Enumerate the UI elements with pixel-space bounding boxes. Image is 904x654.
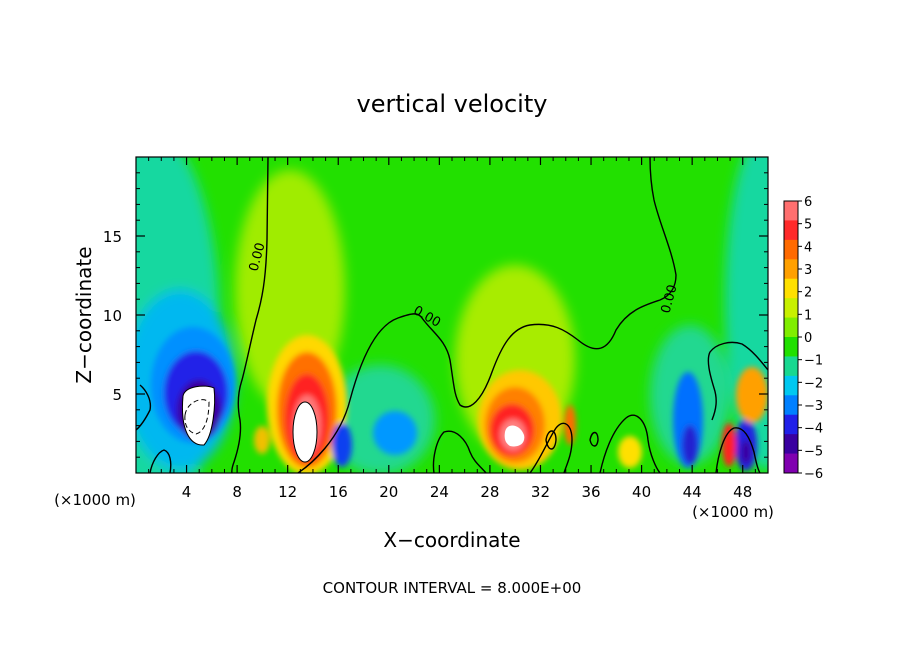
extreme-core-left: [181, 385, 216, 446]
x-tick-label: 44: [683, 483, 702, 501]
colorbar-label: −2: [804, 376, 823, 391]
colorbar-swatch: [784, 298, 798, 319]
zero-contour-bottom-5: [599, 414, 661, 473]
dashed-contour-left: [184, 399, 210, 435]
zero-contour-bottom-3: [432, 430, 487, 473]
cell-16km-blue: [332, 423, 352, 467]
plot-area: 0.00 0.00 0.00: [136, 157, 768, 473]
zero-contour-bottom-1: [136, 384, 152, 431]
x-unit-left: (×1000 m): [54, 491, 136, 509]
x-tick-label: 40: [632, 483, 651, 501]
colorbar-label: 5: [804, 218, 812, 233]
extreme-core-right: [504, 425, 525, 447]
zero-contour-right-top: [707, 341, 768, 421]
y-tick-label: 10: [103, 307, 122, 325]
cell-20km-blue: [373, 411, 417, 455]
zero-contour-bottom-4: [529, 422, 573, 473]
colorbar: 6 5 4 3 2 1 0 −1 −2 −3 −4 −5 −6: [783, 195, 823, 482]
contour-interval: CONTOUR INTERVAL = 8.000E+00: [323, 579, 582, 597]
colorbar-swatch: [784, 414, 798, 435]
zero-contour-bottom-6: [715, 427, 761, 473]
colorbar-label: −4: [804, 422, 823, 437]
zero-contour-mid: [297, 157, 677, 473]
cell-47km-red: [722, 423, 736, 467]
y-tick-label: 15: [103, 228, 122, 246]
extreme-core-mid: [292, 401, 318, 463]
colorbar-swatch: [784, 317, 798, 338]
colorbar-swatch: [784, 453, 798, 474]
zero-contour-small-1: [589, 431, 599, 447]
x-unit-right: (×1000 m): [692, 503, 774, 521]
colorbar-swatch: [784, 434, 798, 455]
colorbar-swatch: [784, 395, 798, 416]
colorbar-swatch: [784, 278, 798, 299]
colorbar-label: 0: [804, 331, 812, 346]
colorbar-label: 1: [804, 308, 812, 323]
x-tick-label: 28: [480, 483, 499, 501]
colorbar-label: 6: [804, 195, 812, 210]
colorbar-swatch: [784, 356, 798, 377]
contour-label: 0.00: [659, 283, 681, 315]
cell-46km-orange: [736, 367, 768, 423]
contour-label: 0.00: [247, 241, 269, 273]
zero-contour-small-2: [545, 430, 557, 450]
colorbar-swatch: [784, 220, 798, 241]
colorbar-swatch: [784, 239, 798, 260]
colorbar-label: −5: [804, 444, 823, 459]
x-tick-label: 48: [733, 483, 752, 501]
colorbar-swatch: [784, 375, 798, 396]
zero-contours: [136, 157, 768, 473]
x-tick-label: 16: [329, 483, 348, 501]
x-axis: 4 8 12 16 20 24 28 32 36 40 44 48: [148, 157, 756, 501]
y-axis: 5 10 15: [103, 172, 768, 458]
colorbar-label: 4: [804, 240, 812, 255]
y-tick-label: 5: [112, 386, 122, 404]
colorbar-swatch: [784, 337, 798, 357]
cell-40km-yellow: [618, 436, 642, 468]
chart-title: vertical velocity: [357, 90, 548, 118]
cell-48km-dark: [741, 440, 751, 464]
cell-10km-yellow: [254, 426, 270, 454]
colorbar-label: −3: [804, 399, 823, 414]
x-axis-label: X−coordinate: [383, 528, 520, 552]
y-axis-label: Z−coordinate: [72, 246, 96, 383]
zero-contour-bottom-2: [149, 449, 172, 473]
x-tick-label: 8: [232, 483, 242, 501]
x-tick-label: 20: [379, 483, 398, 501]
colorbar-swatch: [784, 259, 798, 280]
colorbar-label: 3: [804, 263, 812, 278]
colorbar-label: −6: [804, 467, 823, 482]
zero-contour-left: [231, 157, 269, 473]
colorbar-label: 2: [804, 286, 812, 301]
x-tick-label: 36: [581, 483, 600, 501]
x-tick-label: 12: [278, 483, 297, 501]
x-tick-label: 4: [182, 483, 192, 501]
x-tick-label: 24: [430, 483, 449, 501]
cell-44km-dark: [682, 425, 698, 465]
cell-34km-orange: [564, 405, 576, 445]
colorbar-swatch: [784, 201, 798, 221]
x-tick-label: 32: [531, 483, 550, 501]
colorbar-label: −1: [804, 354, 823, 369]
